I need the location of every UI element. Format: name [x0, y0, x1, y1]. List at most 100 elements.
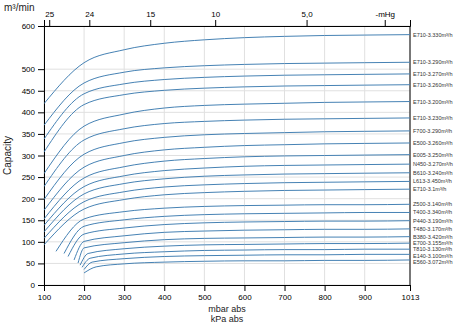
tick-mark — [38, 134, 44, 135]
tick-label: 50 — [26, 259, 35, 268]
tick-label: 900 — [359, 293, 373, 302]
tick: 0 — [31, 281, 44, 290]
tick-label: 25 — [45, 10, 54, 19]
curve-label: T480-3.170m³/h — [413, 226, 452, 232]
curve-label: F700-3.290m³/h — [413, 128, 452, 134]
tick-mark — [365, 285, 366, 291]
plot: 100 200 300 400 500 600 700 800 900 1013 0 50 100 150… — [22, 10, 453, 302]
tick-label: 1013 — [402, 293, 420, 302]
curve-label: E710-3.1m³/h — [413, 186, 446, 192]
tick-mark — [410, 285, 411, 291]
tick-mark — [38, 263, 44, 264]
grid-line-y — [44, 241, 410, 242]
tick: 50 — [26, 259, 44, 268]
curve-label: E140-3.100m³/h — [413, 253, 452, 259]
grid-line-y — [44, 263, 410, 264]
curve-labels: E710-3.330m³/hE710-3.290m³/hE710-3.270m³… — [413, 32, 453, 265]
curve-label: E710-3.330m³/h — [413, 32, 452, 38]
tick: 300 — [118, 285, 132, 302]
curve — [44, 118, 410, 187]
curve-label: B380-3.420m³/h — [413, 234, 452, 240]
tick-mark — [325, 285, 326, 291]
curve — [68, 221, 410, 257]
tick: 100 — [22, 238, 44, 247]
axis-line — [45, 20, 411, 27]
tick-mark — [38, 242, 44, 243]
axis-line — [38, 27, 45, 286]
tick-label: 200 — [22, 195, 36, 204]
curve — [44, 189, 410, 245]
tick-mark — [285, 285, 286, 291]
tick-mark — [244, 285, 245, 291]
tick-mark — [38, 112, 44, 113]
curve-label: E710-3.200m³/h — [413, 99, 452, 105]
x-label: mbar abskPa abs — [208, 304, 246, 324]
tick: 200 — [22, 195, 44, 204]
tick: 100 — [38, 285, 52, 302]
tick-mark — [38, 177, 44, 178]
curve-label: T400-3.340m³/h — [413, 209, 452, 215]
tick: 500 — [198, 285, 212, 302]
curve-label: T810-3.130m³/h — [413, 246, 452, 252]
tick-mark — [164, 285, 165, 291]
tick-label: -mHg — [375, 10, 395, 19]
tick: 1013 — [402, 285, 420, 302]
curve-label: N450-3.270m³/h — [413, 161, 453, 167]
tick-mark — [38, 220, 44, 221]
curve-label: E005-3.250m³/h — [413, 152, 452, 158]
curve-label: E710-3.260m³/h — [413, 82, 452, 88]
tick: 150 — [22, 216, 44, 225]
curve-label: L613-3.450m³/h — [413, 178, 452, 184]
tick: 25 — [45, 10, 54, 26]
curve-label: Z500-3.140m³/h — [413, 201, 452, 207]
y-axis: 050100150200250300350400450500600 — [22, 22, 45, 290]
tick-label: 700 — [278, 293, 292, 302]
curve — [84, 254, 410, 269]
tick-mark — [150, 20, 151, 26]
tick: 15 — [146, 10, 155, 26]
tick: 200 — [78, 285, 92, 302]
title: m³/min — [4, 2, 35, 13]
grid — [44, 26, 410, 285]
tick: 900 — [359, 285, 373, 302]
tick: 400 — [158, 285, 172, 302]
tick-label: 200 — [78, 293, 92, 302]
tick-label: 500 — [198, 293, 212, 302]
curve — [44, 35, 410, 104]
curve-label: E560-3.072m³/h — [413, 259, 452, 265]
tick: 600 — [22, 22, 44, 31]
curve — [44, 62, 410, 125]
curve-label: E700-3.155m³/h — [413, 240, 452, 246]
frame-line — [410, 26, 411, 285]
curve-label: E710-3.230m³/h — [413, 115, 452, 121]
tick-label: 100 — [22, 238, 36, 247]
tick-label: 100 — [38, 293, 52, 302]
tick-label: 350 — [22, 130, 36, 139]
tick-mark — [38, 91, 44, 92]
tick-mark — [215, 20, 216, 26]
tick-label: 800 — [318, 293, 332, 302]
tick-label: 250 — [22, 173, 36, 182]
curve-label: E710-3.270m³/h — [413, 71, 452, 77]
tick-label: 600 — [238, 293, 252, 302]
x-label-line: mbar abs — [208, 304, 246, 314]
tick: 250 — [22, 173, 44, 182]
curve-label: B610-3.240m³/h — [413, 170, 452, 176]
grid-line-y — [44, 220, 410, 221]
tick-label: 450 — [22, 87, 36, 96]
tick-mark — [38, 69, 44, 70]
grid-line-y — [44, 198, 410, 199]
tick: 450 — [22, 87, 44, 96]
tick: 800 — [318, 285, 332, 302]
tick: 600 — [238, 285, 252, 302]
x-axis: 100 200 300 400 500 600 700 800 900 1013 — [38, 285, 420, 302]
tick-mark — [38, 199, 44, 200]
tick-label: 0 — [31, 281, 36, 290]
tick: 700 — [278, 285, 292, 302]
curve-label: E500-3.260m³/h — [413, 140, 452, 146]
tick: 24 — [85, 10, 94, 26]
tick-label: 10 — [211, 10, 220, 19]
tick: 350 — [22, 130, 44, 139]
lines — [44, 35, 410, 273]
tick-label: 5,0 — [302, 10, 314, 19]
